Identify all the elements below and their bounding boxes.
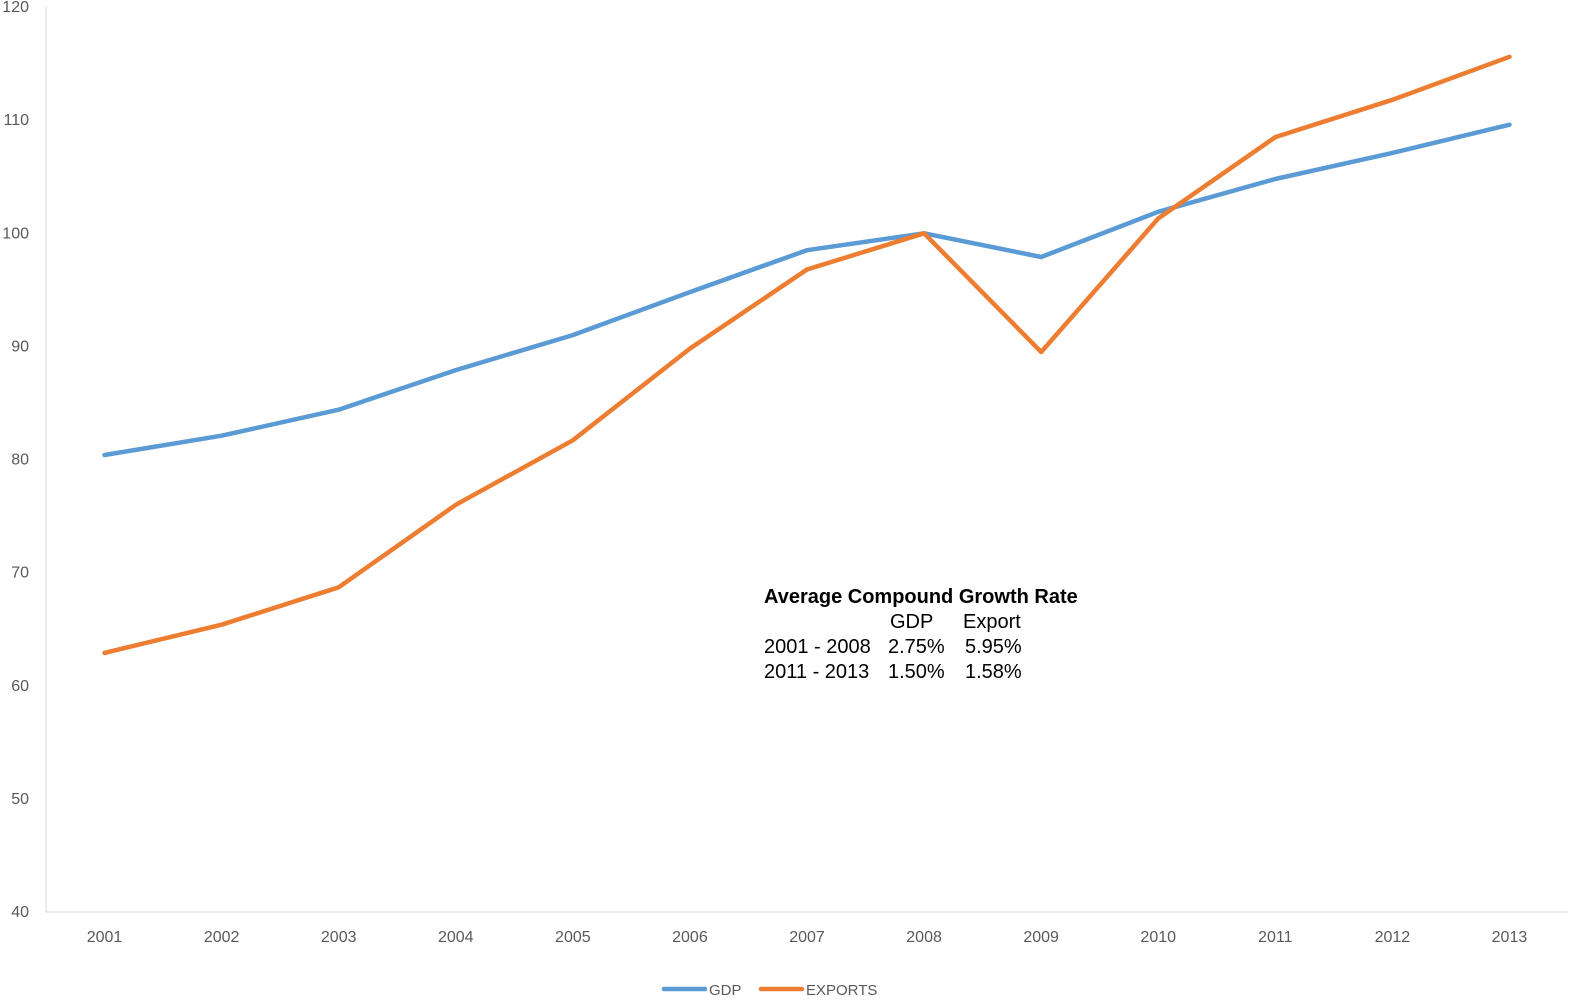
y-tick-label: 90	[11, 338, 29, 355]
legend-label-exports: EXPORTS	[806, 982, 877, 999]
annotation-row-export: 5.95%	[965, 636, 1022, 658]
series-lines	[102, 54, 1512, 656]
x-axis: 2001 2002 2003 2004 2005 2006 2007 2008 2009 2010…	[46, 911, 1568, 946]
annotation-row-export: 1.58%	[965, 661, 1022, 683]
x-tick-label: 2009	[1023, 929, 1059, 946]
x-tick-label: 2007	[789, 929, 825, 946]
y-tick-label: 50	[11, 791, 29, 808]
x-tick-label: 2005	[555, 929, 591, 946]
annotation-row-period: 2001 - 2008	[764, 636, 871, 658]
legend: GDP EXPORTS	[661, 982, 877, 999]
annotation-row-gdp: 2.75%	[888, 636, 945, 658]
series-line-gdp	[102, 122, 1512, 458]
series-line-exports	[102, 54, 1512, 656]
annotation-row-period: 2011 - 2013	[764, 661, 869, 683]
y-tick-label: 110	[3, 112, 29, 129]
y-tick-label: 40	[11, 904, 29, 921]
y-tick-label: 100	[2, 225, 29, 242]
x-tick-label: 2013	[1492, 929, 1528, 946]
annotation-row-gdp: 1.50%	[888, 661, 945, 683]
legend-label-gdp: GDP	[709, 982, 742, 999]
annotation-title: Average Compound Growth Rate	[764, 586, 1078, 608]
y-tick-labels: 40 50 60 70 80 90 100 110 120	[2, 0, 29, 921]
x-tick-labels: 2001 2002 2003 2004 2005 2006 2007 2008 2009 2010…	[87, 929, 1528, 946]
x-tick-label: 2011	[1258, 929, 1293, 946]
y-tick-label: 60	[11, 678, 29, 695]
annotation-header-gdp: GDP	[890, 611, 933, 633]
growth-rate-annotation: Average Compound Growth Rate GDP Export …	[764, 586, 1078, 683]
y-tick-label: 80	[11, 452, 29, 469]
x-tick-label: 2008	[906, 929, 942, 946]
x-tick-label: 2006	[672, 929, 708, 946]
x-tick-label: 2001	[87, 929, 123, 946]
y-tick-label: 120	[2, 0, 29, 16]
x-tick-label: 2003	[321, 929, 357, 946]
annotation-header-export: Export	[963, 611, 1021, 633]
x-tick-label: 2012	[1375, 929, 1411, 946]
y-axis: 40 50 60 70 80 90 100 110 120	[2, 0, 47, 921]
x-tick-label: 2002	[204, 929, 240, 946]
y-tick-label: 70	[11, 565, 29, 582]
x-tick-label: 2010	[1140, 929, 1176, 946]
x-tick-label: 2004	[438, 929, 474, 946]
